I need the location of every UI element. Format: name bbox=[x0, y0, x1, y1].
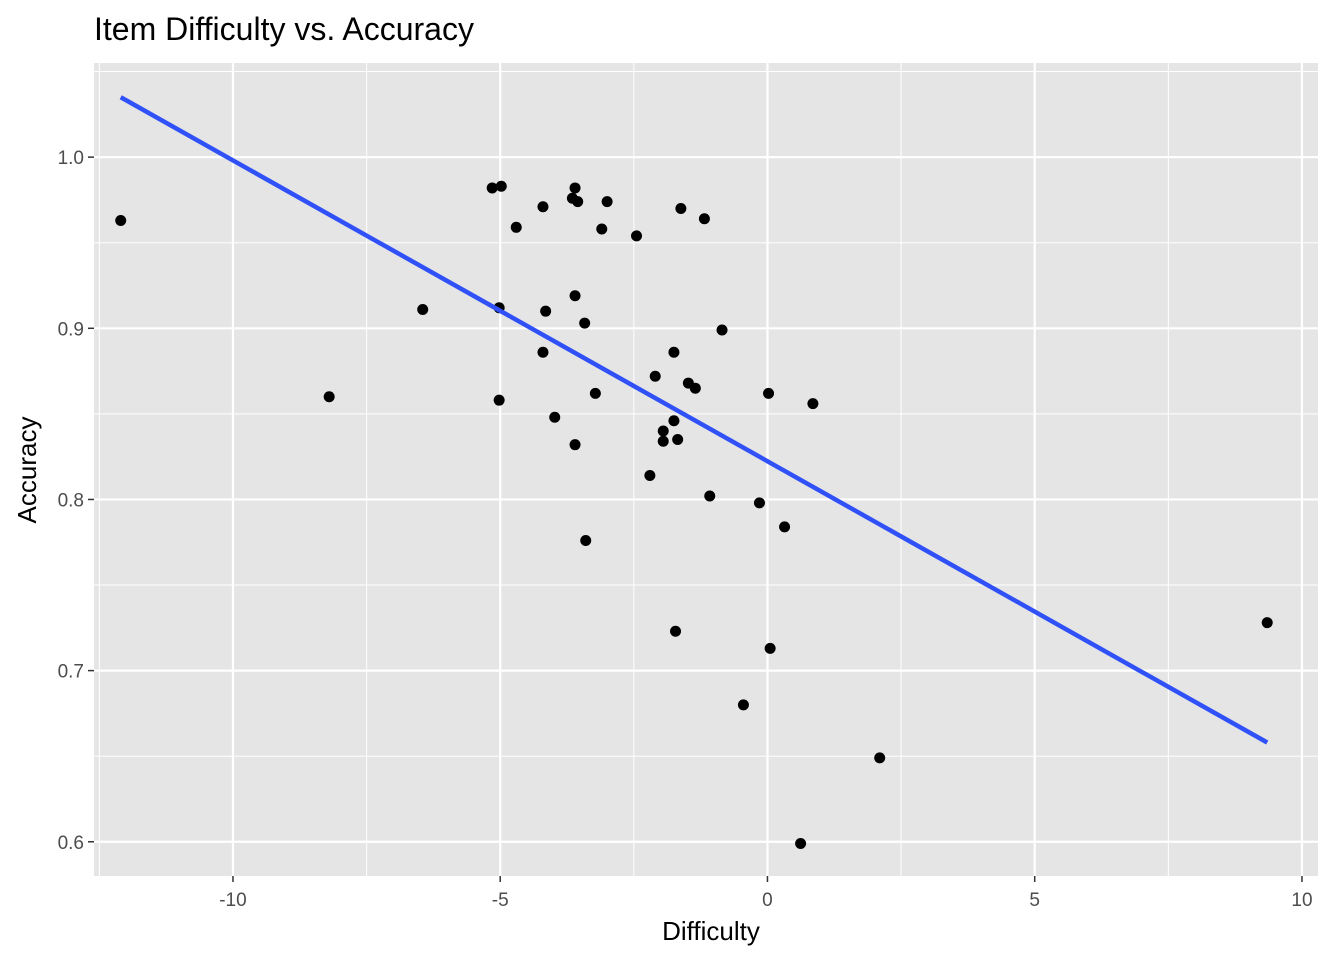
data-point-33 bbox=[689, 382, 701, 394]
data-point-16 bbox=[579, 317, 591, 329]
y-tick-label-0: 0.6 bbox=[58, 833, 84, 854]
data-point-27 bbox=[668, 346, 680, 358]
x-tick-label-0: -10 bbox=[219, 890, 246, 911]
x-tick-label-3: 5 bbox=[1029, 890, 1040, 911]
y-tick-label-4: 1.0 bbox=[58, 148, 84, 169]
axis-ticks bbox=[88, 156, 1303, 882]
data-point-3 bbox=[486, 182, 498, 194]
data-point-9 bbox=[540, 305, 552, 317]
data-point-18 bbox=[580, 535, 592, 547]
data-point-7 bbox=[510, 221, 522, 233]
data-point-8 bbox=[537, 201, 549, 213]
x-tick-label-1: -5 bbox=[492, 890, 509, 911]
major-gridlines bbox=[94, 63, 1318, 876]
y-axis-title: Accuracy bbox=[12, 417, 42, 524]
minor-gridlines bbox=[94, 63, 1318, 876]
x-tick-label-2: 0 bbox=[762, 890, 773, 911]
data-point-42 bbox=[807, 398, 819, 410]
y-tick-label-2: 0.8 bbox=[58, 490, 84, 511]
data-point-19 bbox=[601, 196, 613, 208]
data-point-1 bbox=[323, 391, 335, 403]
data-point-25 bbox=[657, 425, 669, 437]
data-point-43 bbox=[795, 837, 807, 849]
data-point-28 bbox=[668, 415, 680, 427]
y-tick-label-1: 0.7 bbox=[58, 662, 84, 683]
data-point-29 bbox=[672, 434, 684, 446]
data-point-37 bbox=[737, 699, 749, 711]
data-point-34 bbox=[698, 213, 710, 225]
data-point-41 bbox=[779, 521, 791, 533]
data-point-15 bbox=[569, 290, 581, 302]
x-tick-label-4: 10 bbox=[1291, 890, 1312, 911]
data-point-24 bbox=[644, 469, 656, 481]
data-point-6 bbox=[493, 394, 505, 406]
regression-line bbox=[119, 95, 1269, 745]
data-point-4 bbox=[495, 180, 507, 192]
data-point-22 bbox=[631, 230, 643, 242]
x-axis-title: Difficulty bbox=[662, 916, 760, 946]
data-point-30 bbox=[670, 625, 682, 637]
data-point-39 bbox=[763, 387, 775, 399]
data-points bbox=[115, 180, 1273, 849]
data-point-12 bbox=[569, 182, 581, 194]
data-point-10 bbox=[537, 346, 549, 358]
data-point-21 bbox=[589, 387, 601, 399]
data-point-36 bbox=[716, 324, 728, 336]
data-point-38 bbox=[753, 497, 765, 509]
data-point-26 bbox=[657, 435, 669, 447]
data-point-23 bbox=[649, 370, 661, 382]
data-point-2 bbox=[417, 303, 429, 315]
data-point-20 bbox=[596, 223, 608, 235]
data-point-17 bbox=[569, 439, 581, 451]
data-point-14 bbox=[572, 196, 584, 208]
data-point-11 bbox=[549, 411, 561, 423]
y-tick-label-3: 0.9 bbox=[58, 319, 84, 340]
data-point-35 bbox=[704, 490, 716, 502]
data-point-0 bbox=[115, 214, 127, 226]
axis-tick-labels: -10 -5 0 5 10 0.6 0.7 0.8 0.9 1.0 bbox=[58, 148, 1313, 911]
data-point-31 bbox=[675, 202, 687, 214]
data-point-44 bbox=[874, 752, 886, 764]
data-point-45 bbox=[1261, 617, 1273, 629]
data-point-40 bbox=[764, 642, 776, 654]
chart-title: Item Difficulty vs. Accuracy bbox=[94, 11, 474, 47]
